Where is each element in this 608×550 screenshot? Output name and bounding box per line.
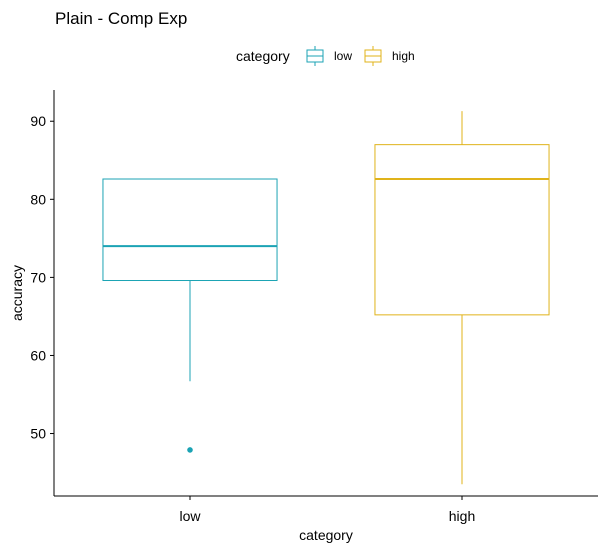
plot-area: 50 60 70 80 90 low high xyxy=(30,90,598,524)
y-tick-label: 50 xyxy=(30,426,46,442)
y-tick-label: 80 xyxy=(30,191,46,207)
x-tick-label-high: high xyxy=(449,508,475,524)
y-tick-label: 60 xyxy=(30,347,46,363)
legend-entry-low: low xyxy=(306,46,352,66)
y-tick-label: 90 xyxy=(30,113,46,129)
y-tick-label: 70 xyxy=(30,269,46,285)
y-axis-title: accuracy xyxy=(9,265,25,321)
box-high xyxy=(374,111,550,485)
legend-entry-high: high xyxy=(364,46,415,66)
outlier-point-low xyxy=(187,447,193,453)
iqr-box-high xyxy=(374,144,550,316)
x-tick-label-low: low xyxy=(179,508,201,524)
legend-title: category xyxy=(236,48,290,64)
x-axis-title: category xyxy=(299,527,353,543)
iqr-box-low xyxy=(102,178,278,282)
chart-title: Plain - Comp Exp xyxy=(55,9,187,28)
legend: category low high xyxy=(236,46,415,66)
box-low xyxy=(102,178,278,453)
legend-label-low: low xyxy=(334,49,352,63)
legend-label-high: high xyxy=(392,49,415,63)
